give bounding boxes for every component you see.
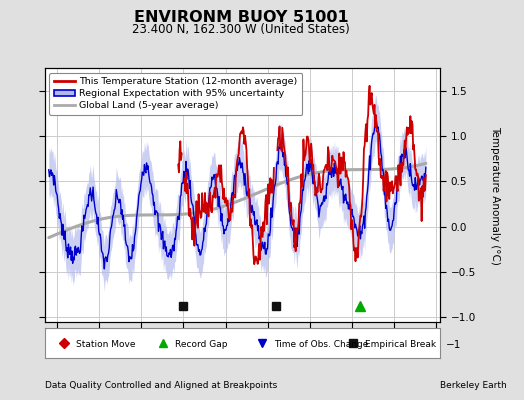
Text: 23.400 N, 162.300 W (United States): 23.400 N, 162.300 W (United States) [132,24,350,36]
Text: Station Move: Station Move [76,340,136,349]
Text: Data Quality Controlled and Aligned at Breakpoints: Data Quality Controlled and Aligned at B… [45,382,277,390]
Y-axis label: Temperature Anomaly (°C): Temperature Anomaly (°C) [490,126,500,264]
Text: ENVIRONM BUOY 51001: ENVIRONM BUOY 51001 [134,10,348,26]
Legend: This Temperature Station (12-month average), Regional Expectation with 95% uncer: This Temperature Station (12-month avera… [49,73,302,115]
Text: Berkeley Earth: Berkeley Earth [440,382,507,390]
Text: Time of Obs. Change: Time of Obs. Change [274,340,368,349]
Text: Record Gap: Record Gap [175,340,227,349]
Text: −1: −1 [446,340,461,350]
Text: Empirical Break: Empirical Break [365,340,436,349]
